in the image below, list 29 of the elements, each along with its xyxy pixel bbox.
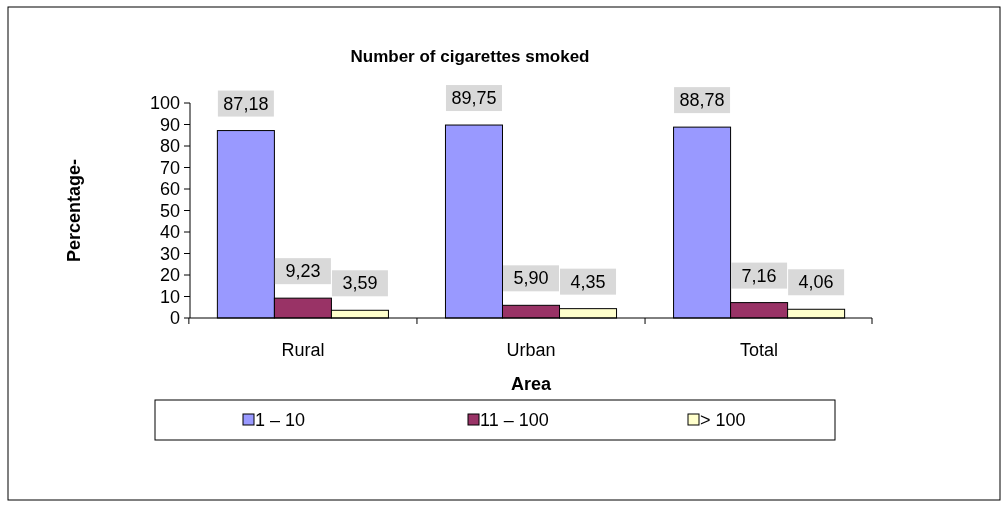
data-label: 88,78 xyxy=(679,90,725,111)
y-tick-label: 70 xyxy=(159,157,180,178)
x-axis-title: Area xyxy=(510,374,552,394)
y-tick-label: 100 xyxy=(149,93,180,113)
legend-label: 11 – 100 xyxy=(480,410,549,430)
y-tick-label: 0 xyxy=(169,308,180,328)
data-label: 4,35 xyxy=(570,271,606,292)
y-tick-label: 60 xyxy=(159,179,180,199)
data-label: 9,23 xyxy=(285,261,321,282)
data-label: 87,18 xyxy=(223,93,269,114)
x-tick-label: Total xyxy=(740,340,779,360)
y-axis-title: Percentage- xyxy=(64,158,84,263)
x-tick-label: Rural xyxy=(281,340,325,360)
y-tick-label: 40 xyxy=(159,222,180,242)
y-tick-label: 30 xyxy=(159,243,180,264)
chart-title: Number of cigarettes smoked xyxy=(350,47,590,66)
y-tick-label: 80 xyxy=(159,136,180,156)
x-tick-label: Urban xyxy=(506,340,556,360)
legend-label: > 100 xyxy=(700,410,746,430)
data-label: 5,90 xyxy=(513,268,549,289)
y-tick-label: 20 xyxy=(159,265,180,285)
y-tick-label: 50 xyxy=(159,200,180,221)
legend-label: 1 – 10 xyxy=(255,410,306,430)
data-label: 4,06 xyxy=(798,272,834,293)
data-label: 89,75 xyxy=(451,88,497,109)
data-label: 3,59 xyxy=(342,273,378,294)
y-tick-label: 90 xyxy=(159,114,180,135)
data-label: 7,16 xyxy=(741,265,777,286)
y-tick-label: 10 xyxy=(159,286,180,307)
